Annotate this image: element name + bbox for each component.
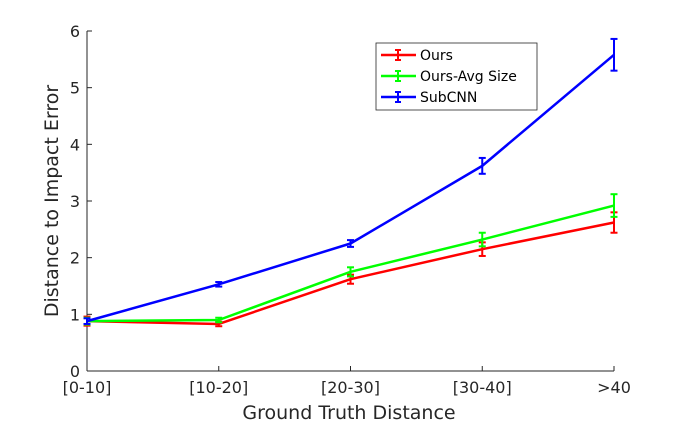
x-tick-label: [30-40] <box>453 378 512 397</box>
legend-item: Ours-Avg Size <box>381 69 517 85</box>
y-tick-label: 5 <box>70 79 80 98</box>
x-tick-label: [10-20] <box>189 378 248 397</box>
y-tick-label: 4 <box>70 135 80 154</box>
legend-label: SubCNN <box>420 90 477 106</box>
y-tick-label: 1 <box>70 305 80 324</box>
x-axis-label: Ground Truth Distance <box>242 402 455 424</box>
x-tick-label: [0-10] <box>63 378 112 397</box>
legend-item: SubCNN <box>381 90 477 106</box>
series-line <box>86 204 615 323</box>
legend: Ours Ours-Avg Size SubCNN <box>375 42 538 111</box>
y-tick-label: 3 <box>70 192 80 211</box>
legend-label: Ours <box>420 48 453 64</box>
x-tick-label: >40 <box>597 378 631 397</box>
legend-item: Ours <box>381 48 453 64</box>
y-axis-label: Distance to Impact Error <box>41 85 63 317</box>
series-subcnn <box>83 37 618 325</box>
x-tick-label: [20-30] <box>321 378 380 397</box>
y-tick-label: 6 <box>70 22 80 41</box>
legend-label: Ours-Avg Size <box>420 69 517 85</box>
y-tick-label: 2 <box>70 249 80 268</box>
series-ours-avg-size <box>83 193 618 326</box>
series-layer <box>83 37 618 328</box>
y-tick-label: 0 <box>70 362 80 381</box>
axes: [0-10] [10-20] [20-30] [30-40] >40 0 1 2 3 4 5 6 <box>63 22 631 397</box>
